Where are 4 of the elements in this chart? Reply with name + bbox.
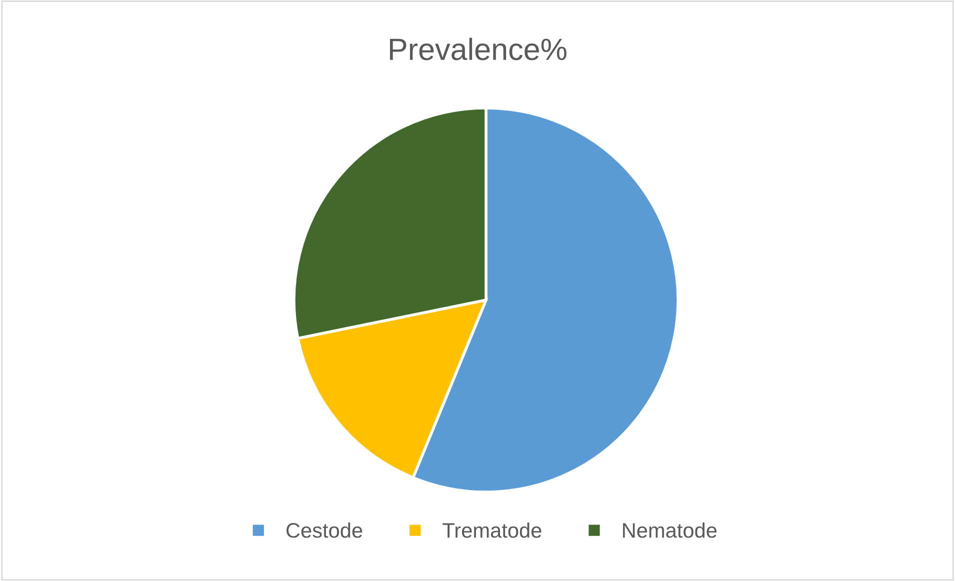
legend-label: Cestode [286,522,362,538]
legend-label: Trematode [442,522,542,538]
legend-label: Nematode [623,522,717,538]
chart-title: Prevalence% [390,38,566,60]
